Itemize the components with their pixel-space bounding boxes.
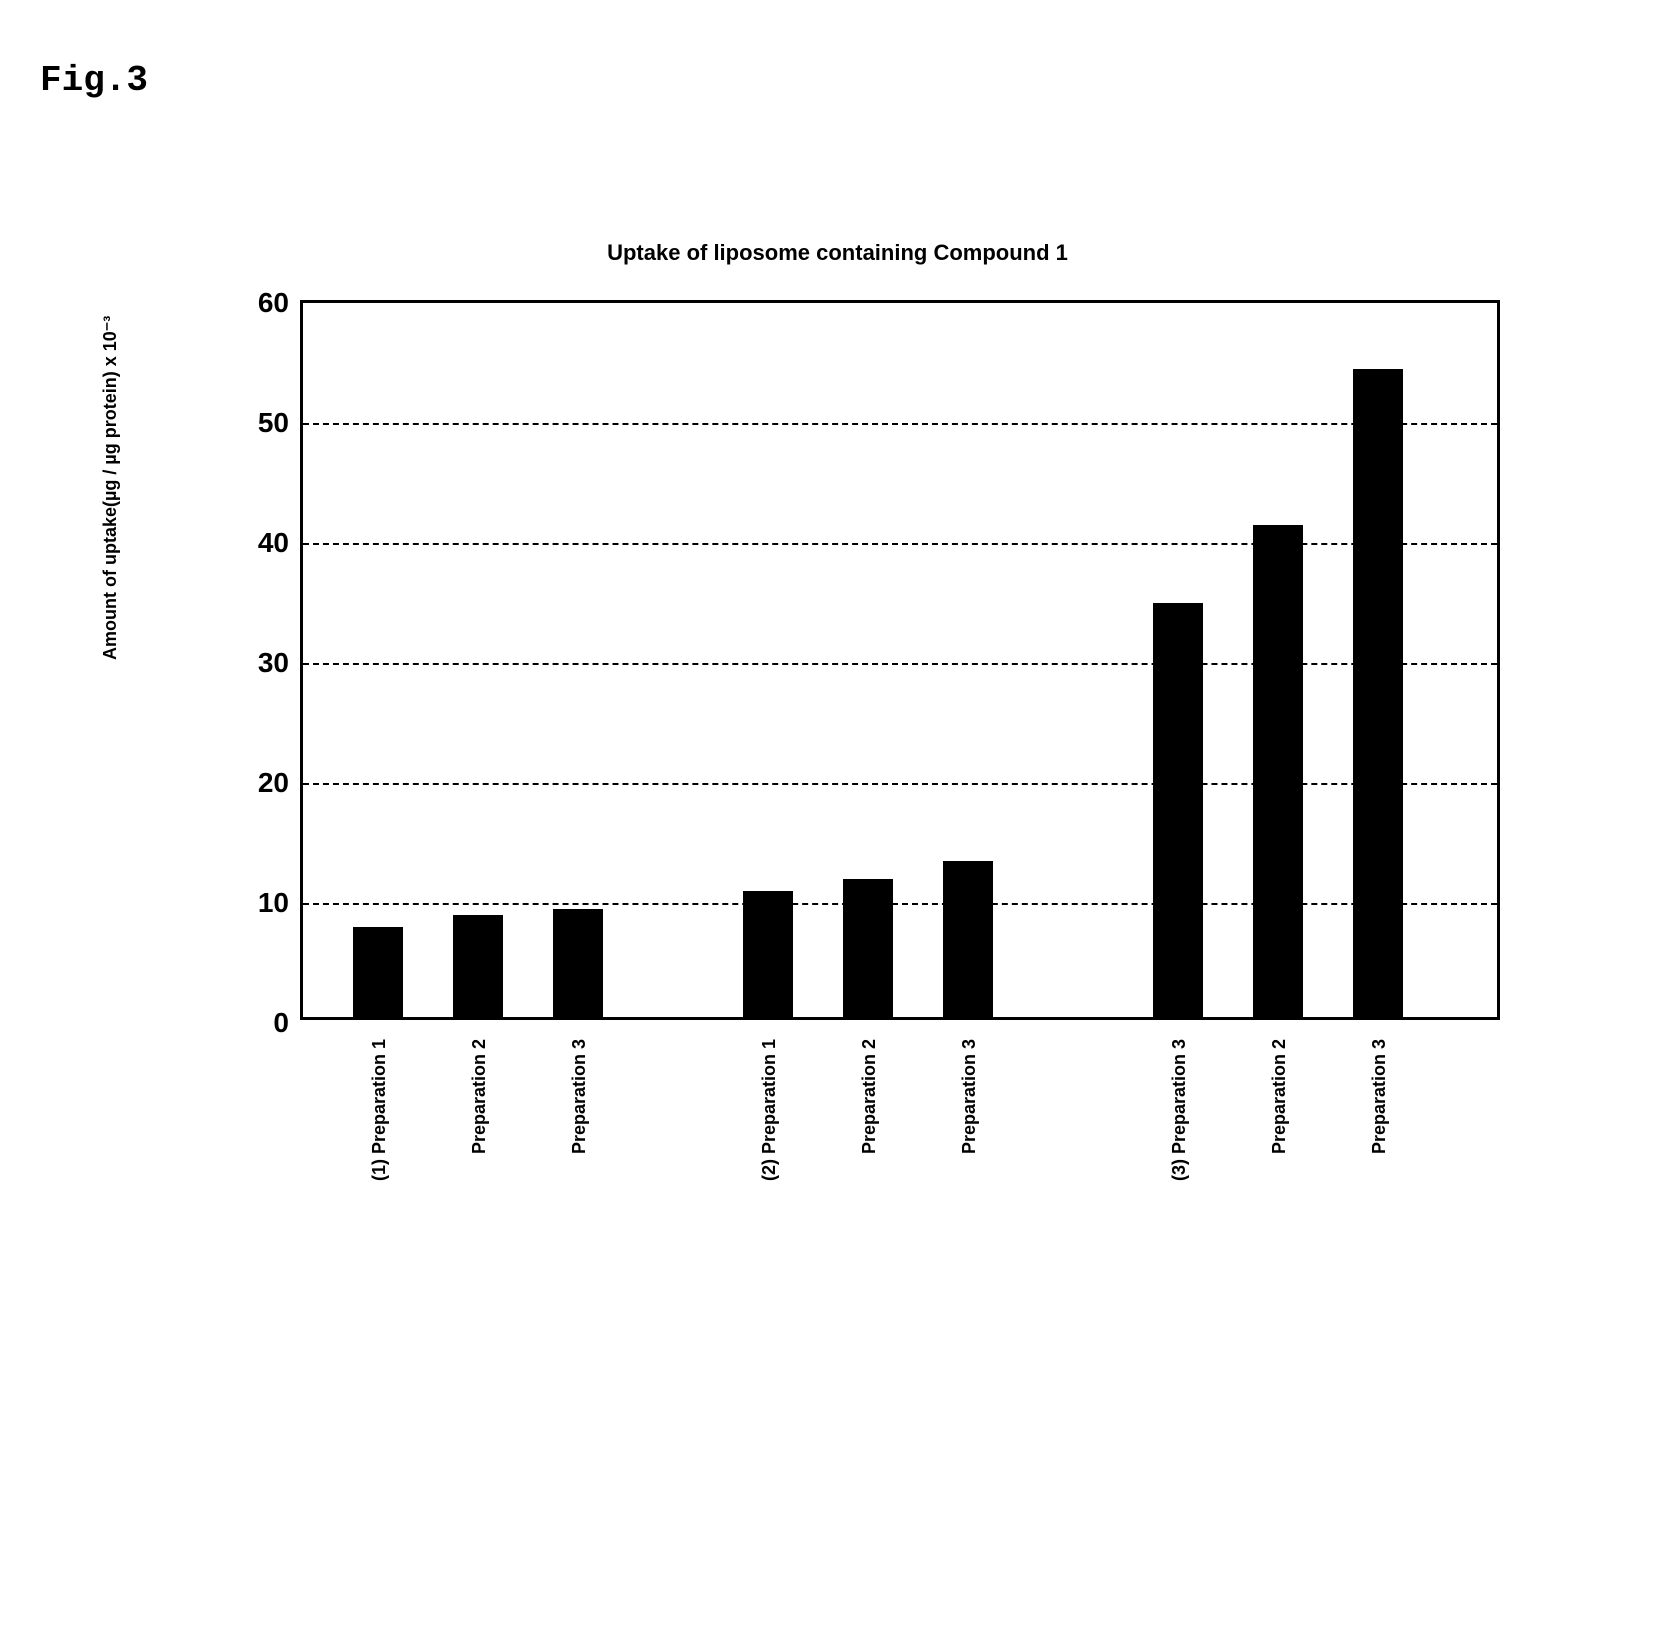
chart-plot-area: 0102030405060(1) Preparation 1Preparatio… <box>300 300 1500 1020</box>
x-tick-label: Preparation 3 <box>1369 1039 1390 1154</box>
x-tick-label: Preparation 2 <box>859 1039 880 1154</box>
figure-label: Fig.3 <box>40 60 148 101</box>
gridline <box>303 423 1497 425</box>
chart-bar <box>1353 369 1403 1017</box>
y-tick-label: 20 <box>258 767 289 799</box>
chart-bar <box>743 891 793 1017</box>
chart-bar <box>843 879 893 1017</box>
x-tick-label: (3) Preparation 3 <box>1169 1039 1190 1181</box>
gridline <box>303 543 1497 545</box>
gridline <box>303 783 1497 785</box>
y-tick-label: 40 <box>258 527 289 559</box>
y-tick-label: 0 <box>273 1007 289 1039</box>
x-tick-label: (1) Preparation 1 <box>369 1039 390 1181</box>
chart-bar <box>553 909 603 1017</box>
x-tick-label: Preparation 2 <box>469 1039 490 1154</box>
chart-bar <box>453 915 503 1017</box>
y-axis-label: Amount of uptake(µg / µg protein) x 10⁻³ <box>100 316 121 660</box>
gridline <box>303 663 1497 665</box>
x-tick-label: Preparation 3 <box>959 1039 980 1154</box>
chart-title: Uptake of liposome containing Compound 1 <box>607 240 1068 266</box>
y-tick-label: 60 <box>258 287 289 319</box>
figure-container: Fig.3 Uptake of liposome containing Comp… <box>40 40 1635 1588</box>
y-tick-label: 50 <box>258 407 289 439</box>
y-tick-label: 30 <box>258 647 289 679</box>
chart-bar <box>353 927 403 1017</box>
y-tick-label: 10 <box>258 887 289 919</box>
chart-bar <box>1253 525 1303 1017</box>
gridline <box>303 903 1497 905</box>
x-tick-label: (2) Preparation 1 <box>759 1039 780 1181</box>
chart-bar <box>943 861 993 1017</box>
chart-bar <box>1153 603 1203 1017</box>
x-tick-label: Preparation 3 <box>569 1039 590 1154</box>
x-tick-label: Preparation 2 <box>1269 1039 1290 1154</box>
